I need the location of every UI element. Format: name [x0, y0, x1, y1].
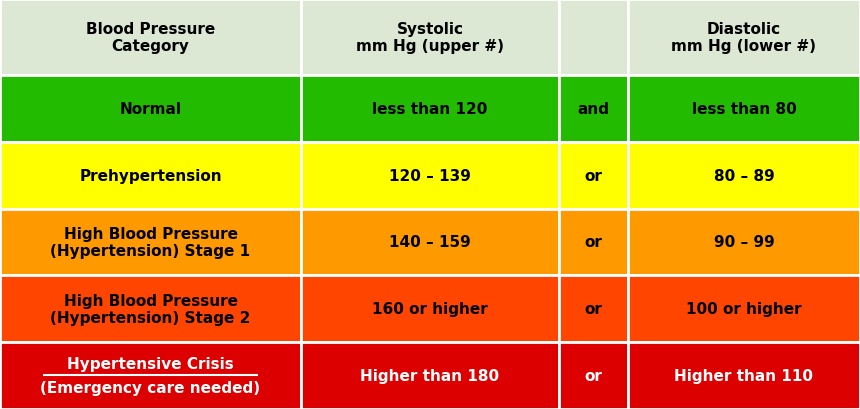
Text: Prehypertension: Prehypertension: [79, 168, 222, 183]
Bar: [0, 209, 301, 276]
Text: or: or: [585, 235, 602, 250]
Text: and: and: [577, 101, 610, 117]
Text: or: or: [585, 301, 602, 317]
Bar: [628, 209, 860, 276]
Bar: [301, 276, 559, 342]
Text: Higher than 180: Higher than 180: [360, 368, 500, 383]
Text: 80 – 89: 80 – 89: [714, 168, 774, 183]
Bar: [559, 0, 628, 76]
Bar: [301, 142, 559, 209]
Bar: [0, 142, 301, 209]
Bar: [0, 276, 301, 342]
Text: 140 – 159: 140 – 159: [389, 235, 471, 250]
Bar: [628, 342, 860, 409]
Text: 100 or higher: 100 or higher: [686, 301, 802, 317]
Text: Normal: Normal: [120, 101, 181, 117]
Text: Blood Pressure
Category: Blood Pressure Category: [86, 22, 215, 54]
Bar: [301, 209, 559, 276]
Bar: [301, 76, 559, 142]
Bar: [559, 209, 628, 276]
Bar: [559, 276, 628, 342]
Bar: [559, 342, 628, 409]
Text: Hypertensive Crisis: Hypertensive Crisis: [67, 356, 234, 371]
Bar: [301, 0, 559, 76]
Bar: [0, 76, 301, 142]
Bar: [628, 0, 860, 76]
Text: High Blood Pressure
(Hypertension) Stage 2: High Blood Pressure (Hypertension) Stage…: [51, 293, 250, 325]
Text: less than 120: less than 120: [372, 101, 488, 117]
Text: Higher than 110: Higher than 110: [674, 368, 814, 383]
Text: 160 or higher: 160 or higher: [372, 301, 488, 317]
Text: or: or: [585, 368, 602, 383]
Text: Systolic
mm Hg (upper #): Systolic mm Hg (upper #): [356, 22, 504, 54]
Text: or: or: [585, 168, 602, 183]
Text: 90 – 99: 90 – 99: [714, 235, 774, 250]
Bar: [628, 76, 860, 142]
Bar: [628, 142, 860, 209]
Text: Diastolic
mm Hg (lower #): Diastolic mm Hg (lower #): [672, 22, 816, 54]
Bar: [628, 276, 860, 342]
Text: High Blood Pressure
(Hypertension) Stage 1: High Blood Pressure (Hypertension) Stage…: [51, 226, 250, 258]
Bar: [0, 0, 301, 76]
Bar: [559, 142, 628, 209]
Bar: [301, 342, 559, 409]
Text: (Emergency care needed): (Emergency care needed): [40, 380, 261, 395]
Text: less than 80: less than 80: [691, 101, 796, 117]
Bar: [0, 342, 301, 409]
Text: 120 – 139: 120 – 139: [389, 168, 471, 183]
Bar: [559, 76, 628, 142]
